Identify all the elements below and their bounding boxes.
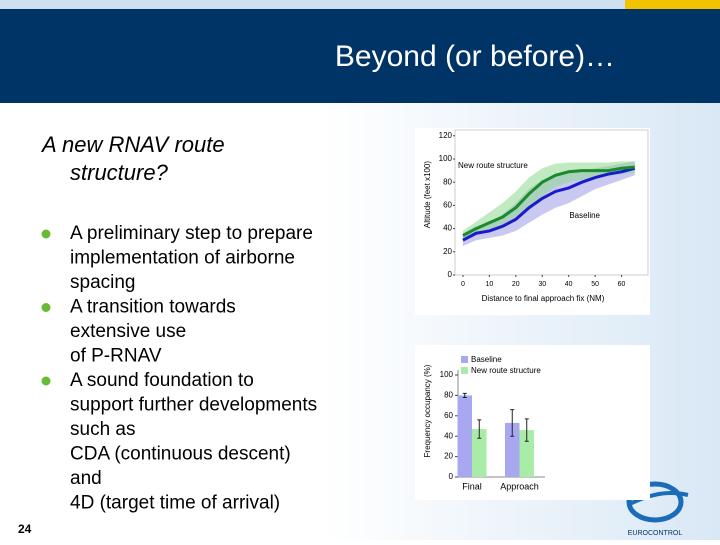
y-tick-label: 0 — [449, 472, 454, 481]
top-accent — [625, 0, 720, 9]
bullet-dot — [41, 303, 51, 312]
bullet-text: CDA (continuous descent) — [70, 444, 291, 465]
y-axis-label: Altitude (feet x100) — [423, 161, 432, 228]
bullet-text: A preliminary step to prepare — [70, 223, 313, 244]
series-line — [462, 165, 635, 237]
x-tick-label: 30 — [538, 281, 546, 288]
band — [462, 161, 635, 241]
y-tick-label: 20 — [444, 452, 453, 461]
legend-swatch — [461, 367, 468, 374]
legend-label: New route structure — [471, 366, 541, 375]
error-bar — [510, 409, 515, 437]
bullet-text: extensive use — [70, 321, 186, 342]
bar — [519, 430, 534, 477]
y-tick-label: 60 — [444, 411, 453, 420]
bullet-text: and — [70, 468, 102, 489]
legend-swatch — [461, 356, 468, 363]
y-tick-label: 80 — [444, 391, 453, 400]
x-tick-label: 20 — [512, 281, 520, 288]
x-tick-label: Final — [462, 481, 482, 491]
legend-label: Baseline — [471, 355, 502, 364]
x-tick-label: 40 — [565, 281, 573, 288]
bullet-text: implementation of airborne — [70, 248, 295, 269]
slide-title: Beyond (or before)… — [335, 40, 615, 73]
bullet-text: A sound foundation to — [70, 370, 254, 391]
y-tick-label: 40 — [444, 431, 453, 440]
subtitle: structure? — [70, 160, 169, 185]
series-label: New route structure — [458, 161, 528, 170]
bar — [457, 395, 472, 477]
y-tick-label: 80 — [443, 177, 452, 186]
logo: EUROCONTROL — [626, 481, 689, 537]
x-tick-label: 0 — [461, 281, 465, 288]
error-bar — [462, 392, 467, 398]
y-tick-label: 100 — [440, 370, 454, 379]
error-bar — [524, 418, 529, 442]
series-line — [462, 166, 636, 242]
bullet-text: such as — [70, 419, 135, 440]
y-tick-label: 0 — [448, 270, 453, 279]
bullet-text: 4D (target time of arrival) — [70, 493, 280, 514]
x-tick-label: 50 — [591, 281, 599, 288]
header-band — [0, 0, 720, 103]
bar — [472, 429, 487, 477]
bullet-text: spacing — [70, 272, 136, 293]
x-tick-label: 60 — [618, 281, 626, 288]
bullet-text: of P-RNAV — [70, 346, 162, 367]
y-tick-label: 60 — [443, 201, 452, 210]
y-axis-label: Frequency occupancy (%) — [423, 364, 432, 457]
top-strip — [0, 0, 625, 9]
bullet-dot — [41, 376, 51, 386]
bar — [505, 422, 520, 477]
series-label: Baseline — [569, 211, 600, 220]
bullet-dot — [41, 229, 51, 239]
bullet-text: A transition towards — [70, 297, 236, 318]
x-tick-label: Approach — [500, 481, 539, 491]
subtitle: A new RNAV route — [40, 132, 225, 157]
bullet-text: support further developments — [70, 395, 317, 416]
x-tick-label: 10 — [485, 281, 493, 288]
logo-text: EUROCONTROL — [628, 530, 683, 537]
x-axis-label: Distance to final approach fix (NM) — [482, 294, 605, 303]
y-tick-label: 20 — [443, 247, 452, 256]
error-bar — [477, 419, 482, 439]
page-number: 24 — [18, 522, 32, 536]
y-tick-label: 100 — [439, 154, 453, 163]
y-tick-label: 120 — [439, 131, 453, 140]
y-tick-label: 40 — [443, 224, 452, 233]
